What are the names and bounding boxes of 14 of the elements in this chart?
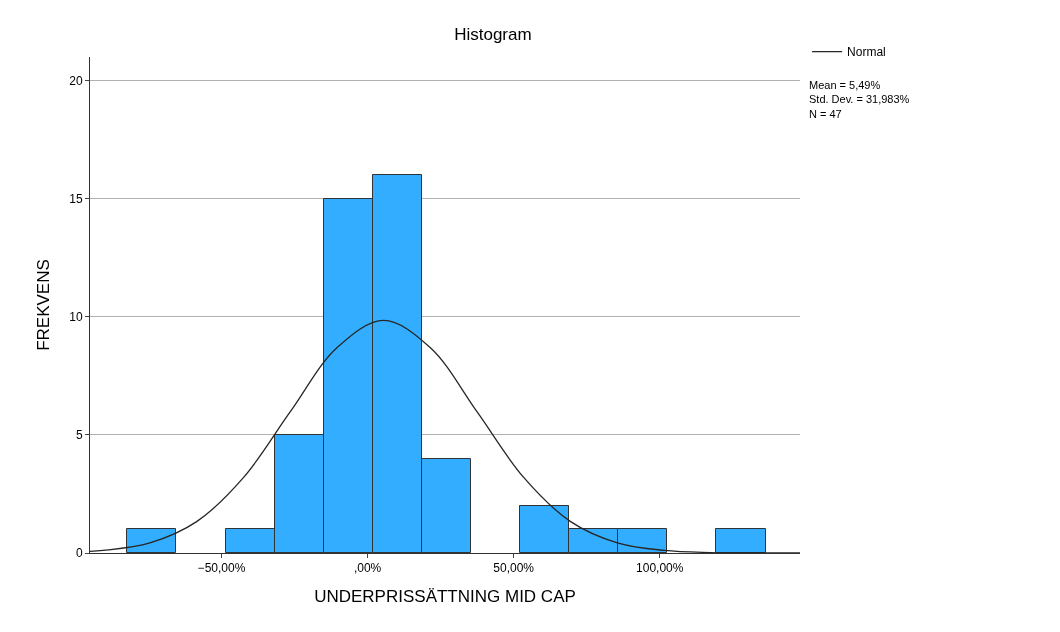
chart-title: Histogram [454, 25, 532, 45]
text: Mean = 5,49% Std. Dev. = 31,983% N = 47 [809, 79, 910, 120]
y-tick-label: 10 [69, 310, 83, 325]
y-tick-label: 5 [75, 428, 83, 443]
x-axis-title: UNDERPRISSÄTTNING MID CAP [314, 586, 576, 606]
y-tick-label: 20 [69, 73, 83, 88]
y-tick-label: 0 [75, 546, 83, 561]
x-tick-label: 50,00% [493, 561, 535, 576]
y-axis-title: FREKVENS [33, 259, 53, 351]
x-tick-label: 100,00% [636, 561, 684, 576]
x-tick-label: −50,00% [197, 561, 246, 576]
y-tick-label: 15 [69, 191, 83, 206]
x-tick-label: ,00% [353, 561, 382, 576]
legend-label: Normal [847, 45, 886, 60]
